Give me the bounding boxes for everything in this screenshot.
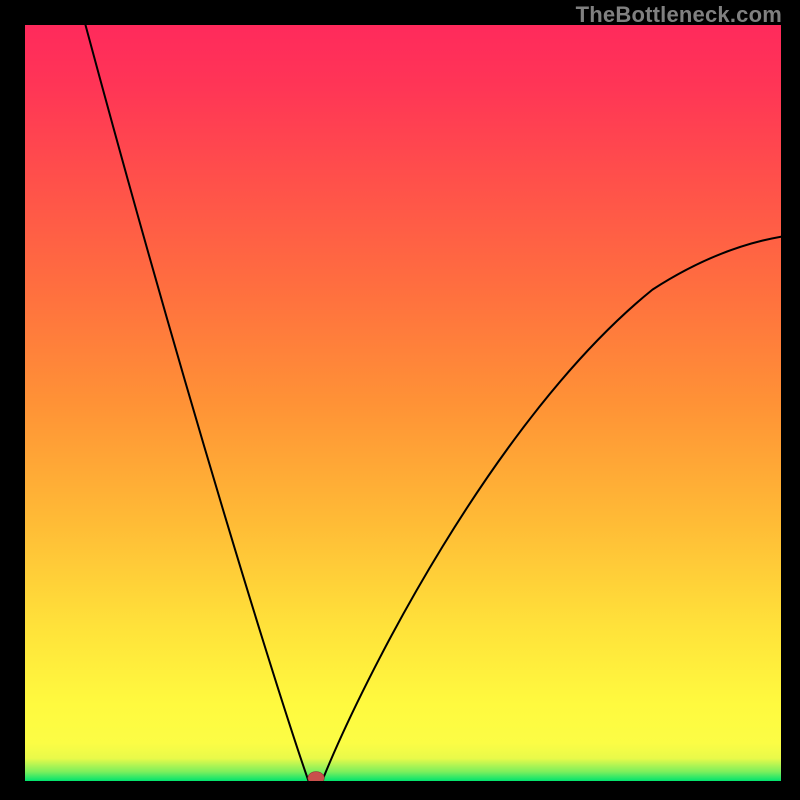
watermark-text: TheBottleneck.com <box>576 2 782 28</box>
plot-area <box>25 25 781 781</box>
gradient-background <box>25 25 781 781</box>
chart-frame: TheBottleneck.com <box>0 0 800 800</box>
